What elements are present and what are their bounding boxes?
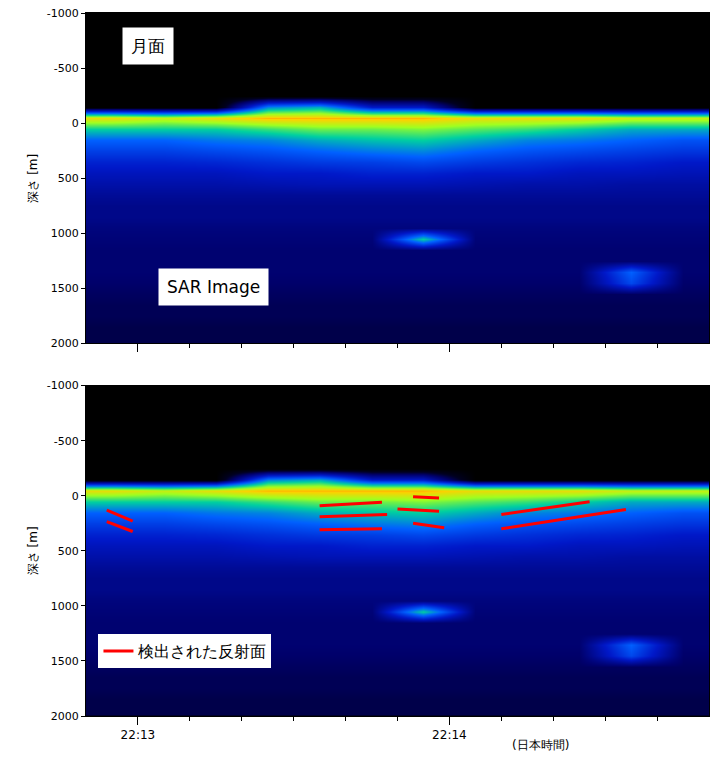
svg-text:1500: 1500 bbox=[51, 655, 79, 668]
svg-text:1000: 1000 bbox=[51, 600, 79, 613]
svg-text:2000: 2000 bbox=[51, 337, 79, 350]
svg-text:0: 0 bbox=[72, 117, 79, 130]
svg-text:2000: 2000 bbox=[51, 710, 79, 723]
svg-text:22:14: 22:14 bbox=[432, 728, 467, 742]
svg-text:0: 0 bbox=[72, 490, 79, 503]
svg-text:22:13: 22:13 bbox=[121, 728, 156, 742]
svg-text:-1000: -1000 bbox=[47, 7, 79, 20]
svg-text:1500: 1500 bbox=[51, 282, 79, 295]
svg-text:月面: 月面 bbox=[131, 36, 165, 56]
svg-text:深さ [m]: 深さ [m] bbox=[26, 154, 40, 203]
svg-text:-500: -500 bbox=[54, 435, 79, 448]
svg-text:500: 500 bbox=[58, 172, 79, 185]
svg-text:SAR Image: SAR Image bbox=[167, 277, 260, 297]
svg-text:検出された反射面: 検出された反射面 bbox=[138, 642, 266, 661]
svg-text:-1000: -1000 bbox=[47, 379, 79, 392]
svg-text:-500: -500 bbox=[54, 62, 79, 75]
svg-text:500: 500 bbox=[58, 545, 79, 558]
svg-text:(日本時間): (日本時間) bbox=[512, 738, 569, 752]
svg-text:1000: 1000 bbox=[51, 227, 79, 240]
svg-text:深さ [m]: 深さ [m] bbox=[26, 526, 40, 575]
